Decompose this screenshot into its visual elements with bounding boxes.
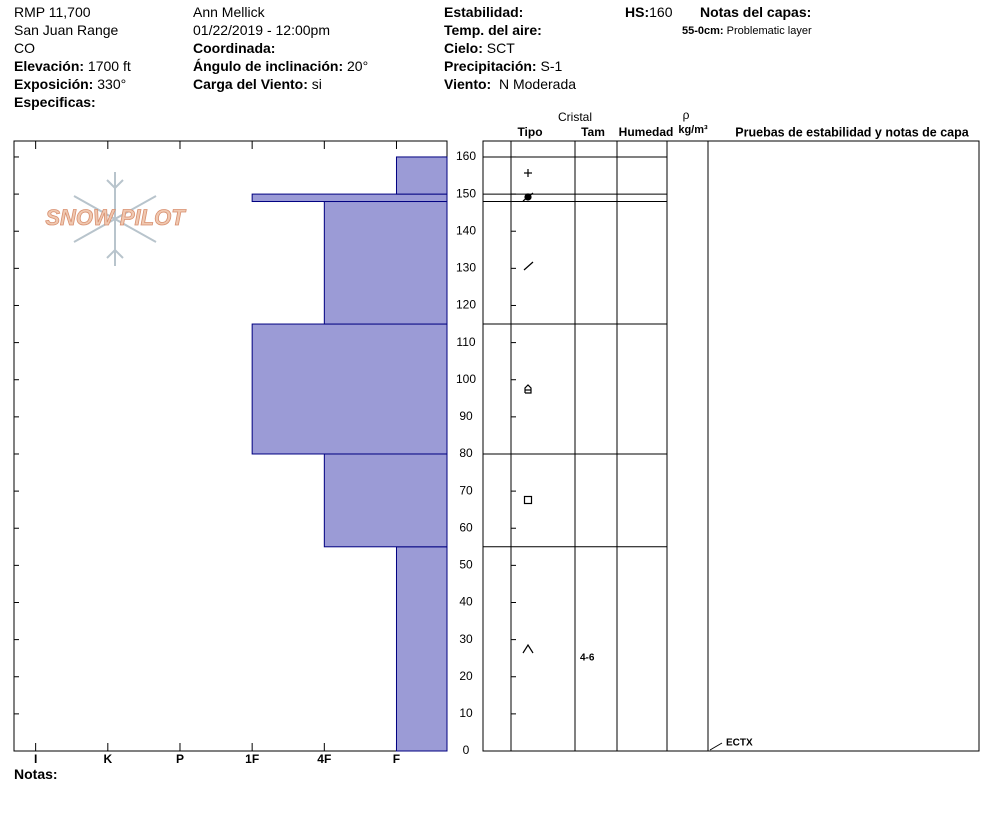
value: 20° <box>347 58 369 74</box>
elevation: Elevación: 1700 ft <box>14 57 131 75</box>
specifics: Especificas: <box>14 94 96 110</box>
x-tick-label: P <box>176 752 184 766</box>
note: Problematic layer <box>726 25 812 37</box>
wind-loading: Carga del Viento: si <box>193 75 322 93</box>
value: si <box>311 76 322 92</box>
density-symbol: ρ <box>683 108 690 122</box>
y-tick-label: 140 <box>456 223 476 237</box>
air-temp: Temp. del aire: <box>444 22 542 38</box>
y-tick-label: 20 <box>459 669 473 683</box>
location: RMP 11,700 <box>14 4 91 20</box>
logo <box>73 172 157 266</box>
label: Cielo: <box>444 40 483 56</box>
label: Exposición: <box>14 76 94 92</box>
x-tick-label: 1F <box>245 752 259 766</box>
value: 160 <box>649 4 673 20</box>
y-tick-label: 130 <box>456 261 476 275</box>
label: Ángulo de inclinación: <box>193 58 344 74</box>
hardness-bar <box>395 546 448 752</box>
x-tick-label: K <box>103 752 112 766</box>
y-tick-label: 10 <box>459 706 473 720</box>
coordinates: Coordinada: <box>193 40 276 56</box>
range: San Juan Range <box>14 22 119 38</box>
y-tick-label: 100 <box>456 372 476 386</box>
layer-notes-title: Notas del capas: <box>700 4 812 20</box>
hardness-bar <box>251 193 448 203</box>
hardness-bar <box>395 156 448 195</box>
wind: Viento: N Moderada <box>444 75 576 93</box>
test-label: ECTX <box>726 738 753 749</box>
label: Elevación: <box>14 58 85 74</box>
y-tick-label: 0 <box>463 743 470 757</box>
column-header: Tipo <box>517 125 542 139</box>
stability: Estabilidad: <box>444 4 524 20</box>
state: CO <box>14 40 35 56</box>
x-tick-label: F <box>393 752 400 766</box>
layer-note: 55-0cm: Problematic layer <box>682 22 812 40</box>
y-tick-label: 50 <box>459 558 473 572</box>
column-dividers <box>510 141 709 751</box>
datetime: 01/22/2019 - 12:00pm <box>193 22 330 38</box>
precipitation: Precipitación: S-1 <box>444 57 562 75</box>
y-tick-label: 120 <box>456 298 476 312</box>
logo-text: SNOW PILOT <box>45 205 186 230</box>
range: 55-0cm: <box>682 25 724 37</box>
x-tick-label: 4F <box>317 752 331 766</box>
aspect: Exposición: 330° <box>14 75 126 93</box>
hardness-bar <box>323 201 448 325</box>
hardness-bar <box>251 323 448 455</box>
y-tick-label: 110 <box>456 335 475 349</box>
y-tick-label: 30 <box>459 632 473 646</box>
column-header: Tam <box>581 125 605 139</box>
x-tick-label: I <box>34 752 37 766</box>
test-arrow <box>709 742 723 751</box>
y-tick-label: 90 <box>459 409 473 423</box>
y-tick-label: 60 <box>459 520 473 534</box>
label: Viento: <box>444 76 492 92</box>
y-tick-label: 80 <box>459 446 473 460</box>
value: 330° <box>97 76 127 92</box>
tests-header: Pruebas de estabilidad y notas de capa <box>735 125 969 139</box>
label: HS: <box>625 4 650 20</box>
column-header: Humedad <box>619 125 674 139</box>
hs: HS:160 <box>625 3 672 21</box>
layer-frame <box>482 140 980 752</box>
grain-symbols <box>522 169 534 654</box>
value: 1700 ft <box>87 58 131 74</box>
crystal-header: Cristal <box>558 110 592 124</box>
value: SCT <box>486 40 515 56</box>
notes: Notas: <box>14 766 58 782</box>
y-tick-label: 150 <box>456 186 476 200</box>
hardness-bar <box>323 453 448 548</box>
observer: Ann Mellick <box>193 4 265 20</box>
y-tick-label: 40 <box>459 595 473 609</box>
value: N Moderada <box>498 76 577 92</box>
label: Carga del Viento: <box>193 76 308 92</box>
y-tick-label: 160 <box>456 149 476 163</box>
value: S-1 <box>540 58 563 74</box>
y-tick-label: 70 <box>459 483 473 497</box>
slope-angle: Ángulo de inclinación: 20° <box>193 57 368 75</box>
grain-size: 4-6 <box>580 653 595 664</box>
sky: Cielo: SCT <box>444 39 515 57</box>
density-unit: kg/m³ <box>678 124 708 136</box>
label: Precipitación: <box>444 58 537 74</box>
